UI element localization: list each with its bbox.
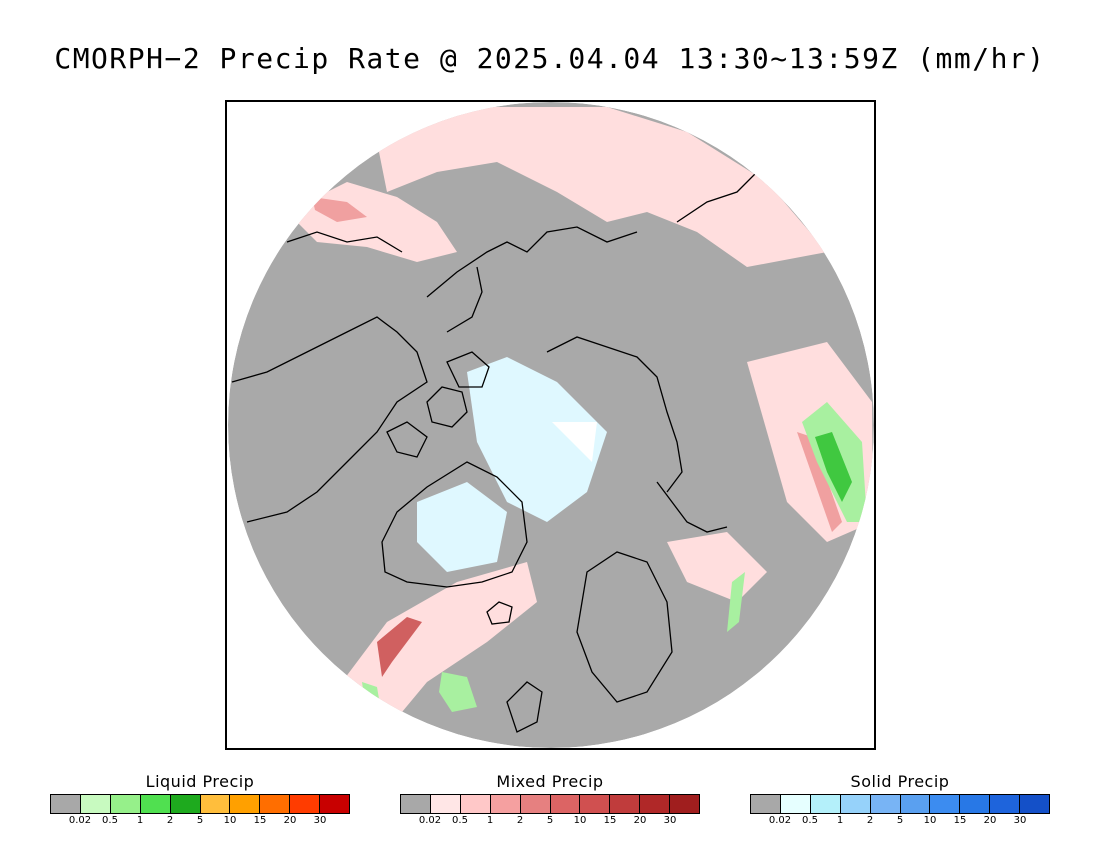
legend-swatch [580, 795, 611, 813]
legend-tick-label: 0.5 [452, 815, 468, 826]
mixed-precip-streak-bering [312, 197, 367, 222]
legend-tick-label: 0.02 [68, 815, 92, 826]
legend-swatch [200, 795, 231, 813]
legend-swatch [170, 795, 201, 813]
legend-swatch [751, 795, 781, 813]
legend-tick-label: 5 [896, 815, 904, 826]
legend-swatch [550, 795, 581, 813]
legend-liquid-precip: Liquid Precip 0.02 0.5 1 2 5 10 15 20 30 [50, 772, 350, 828]
legend-swatch [960, 795, 991, 813]
legend-swatch [490, 795, 521, 813]
liquid-precip-region-baltic [727, 572, 745, 632]
legend-tick-label: 0.5 [802, 815, 818, 826]
legend-tick-label: 15 [603, 815, 617, 826]
legend-tick-label: 0.02 [418, 815, 442, 826]
legend-swatch [610, 795, 641, 813]
legend-tick-label: 15 [253, 815, 267, 826]
legend-swatch [1020, 795, 1050, 813]
legend-swatch [320, 795, 350, 813]
map-title: CMORPH−2 Precip Rate @ 2025.04.04 13:30~… [54, 42, 1046, 75]
legend-color-bar [750, 794, 1050, 814]
liquid-precip-core-europe [815, 432, 852, 502]
legend-swatch [870, 795, 901, 813]
solid-precip-region-greenland [417, 482, 507, 572]
legend-tick-label: 1 [136, 815, 144, 826]
legend-swatch [640, 795, 671, 813]
legend-title: Solid Precip [850, 772, 950, 791]
legend-tick-label: 15 [953, 815, 967, 826]
legend-swatch [290, 795, 321, 813]
map-frame [225, 100, 876, 750]
no-data-wedge-pole [552, 422, 597, 462]
legend-tick-label: 20 [983, 815, 997, 826]
liquid-precip-region-atlantic [439, 672, 477, 712]
legend-title: Mixed Precip [496, 772, 604, 791]
legend-color-bar [400, 794, 700, 814]
legend-tick-label: 2 [516, 815, 524, 826]
mixed-precip-region-siberia [377, 107, 827, 267]
mixed-precip-streak-europe [797, 432, 842, 532]
legend-swatch [140, 795, 171, 813]
legend-tick-label: 2 [166, 815, 174, 826]
legend-ticks: 0.02 0.5 1 2 5 10 15 20 30 [750, 814, 1050, 828]
legend-swatch [460, 795, 491, 813]
legend-tick-label: 30 [663, 815, 677, 826]
legend-swatch [520, 795, 551, 813]
legend-tick-label: 30 [313, 815, 327, 826]
legend-tick-label: 10 [573, 815, 587, 826]
legend-tick-label: 0.02 [768, 815, 792, 826]
mixed-precip-streak-atlantic [377, 617, 422, 677]
legend-swatch [230, 795, 261, 813]
legend-tick-label: 1 [486, 815, 494, 826]
legend-swatch [900, 795, 931, 813]
legend-swatch [51, 795, 81, 813]
legend-tick-label: 10 [923, 815, 937, 826]
legend-swatch [670, 795, 700, 813]
legend-tick-label: 5 [546, 815, 554, 826]
legend-swatch [990, 795, 1021, 813]
legend-tick-label: 20 [283, 815, 297, 826]
legend-tick-label: 1 [836, 815, 844, 826]
legend-ticks: 0.02 0.5 1 2 5 10 15 20 30 [400, 814, 700, 828]
legend-tick-label: 2 [866, 815, 874, 826]
solid-precip-region-arctic-ocean [467, 357, 607, 522]
legend-color-bar [50, 794, 350, 814]
legend-swatch [840, 795, 871, 813]
legend-swatch [810, 795, 841, 813]
legend-tick-label: 10 [223, 815, 237, 826]
legend-solid-precip: Solid Precip 0.02 0.5 1 2 5 10 15 20 30 [750, 772, 1050, 828]
legend-swatch [430, 795, 461, 813]
legend-tick-label: 30 [1013, 815, 1027, 826]
polar-map [228, 102, 874, 748]
legend-tick-label: 5 [196, 815, 204, 826]
legend-mixed-precip: Mixed Precip 0.02 0.5 1 2 5 10 15 20 30 [400, 772, 700, 828]
legend-ticks: 0.02 0.5 1 2 5 10 15 20 30 [50, 814, 350, 828]
legend-swatch [930, 795, 961, 813]
legend-tick-label: 20 [633, 815, 647, 826]
legend-swatch [110, 795, 141, 813]
legend-tick-label: 0.5 [102, 815, 118, 826]
legend-swatch [80, 795, 111, 813]
legend-swatch [780, 795, 811, 813]
legend-swatch [401, 795, 431, 813]
legend-swatch [260, 795, 291, 813]
legend-title: Liquid Precip [145, 772, 255, 791]
